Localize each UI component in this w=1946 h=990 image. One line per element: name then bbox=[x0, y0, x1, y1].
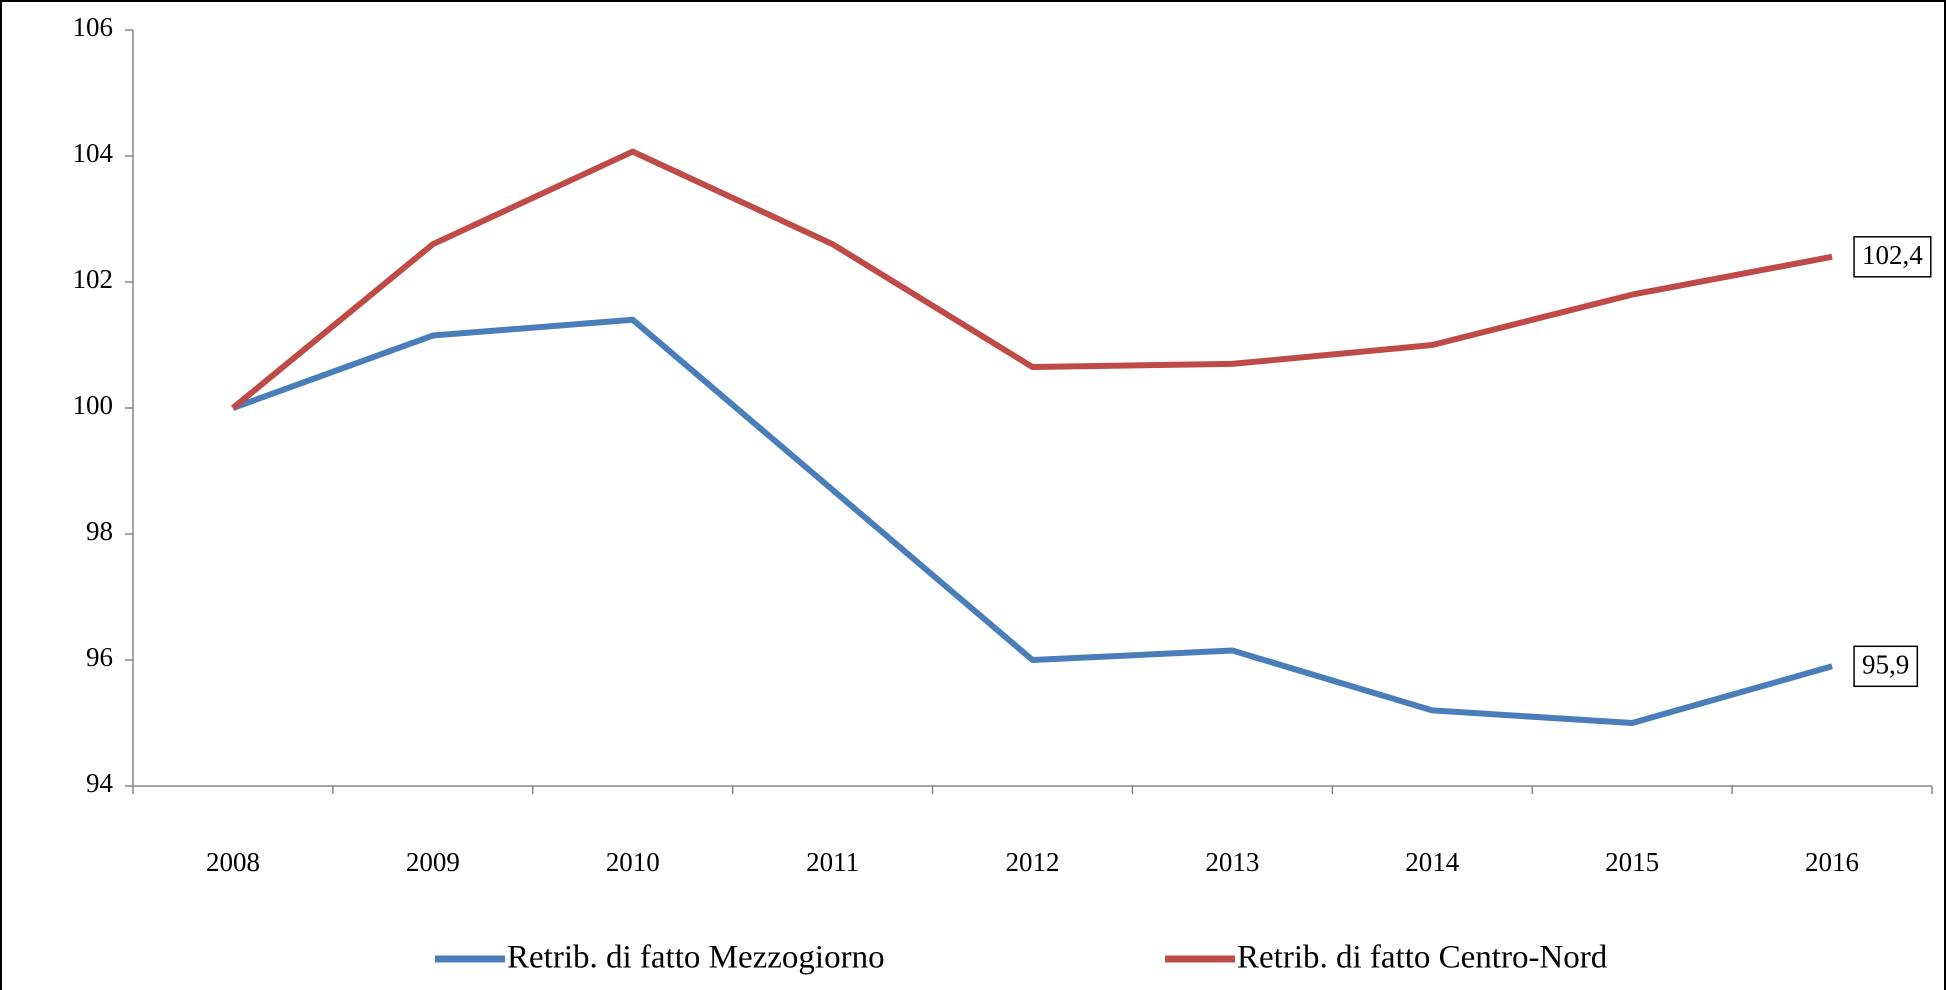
series-line bbox=[231, 148, 1833, 411]
legend-label: Retrib. di fatto Mezzogiorno bbox=[507, 940, 885, 976]
x-tick-label: 2012 bbox=[1006, 847, 1060, 877]
value-label-box bbox=[1853, 236, 1932, 278]
y-tick-label: 102 bbox=[73, 264, 114, 294]
x-tick-label: 2015 bbox=[1605, 847, 1659, 877]
x-tick-label: 2010 bbox=[606, 847, 660, 877]
x-tick-label: 2013 bbox=[1205, 847, 1259, 877]
value-label: 95,9 bbox=[1862, 650, 1909, 680]
legend-label: Retrib. di fatto Centro-Nord bbox=[1237, 940, 1608, 976]
y-tick-label: 94 bbox=[86, 768, 114, 798]
series-line bbox=[231, 316, 1833, 726]
x-tick-label: 2008 bbox=[206, 847, 260, 877]
value-label: 102,4 bbox=[1862, 240, 1923, 270]
y-tick-label: 100 bbox=[73, 390, 114, 420]
y-tick-label: 98 bbox=[86, 516, 113, 546]
x-tick-label: 2016 bbox=[1805, 847, 1859, 877]
value-label-box bbox=[1853, 645, 1919, 688]
y-tick-label: 96 bbox=[86, 642, 113, 672]
x-tick-label: 2011 bbox=[806, 847, 859, 877]
x-tick-label: 2009 bbox=[406, 847, 460, 877]
y-tick-label: 106 bbox=[73, 12, 114, 42]
x-tick-label: 2014 bbox=[1405, 847, 1460, 877]
y-tick-label: 104 bbox=[73, 138, 114, 168]
